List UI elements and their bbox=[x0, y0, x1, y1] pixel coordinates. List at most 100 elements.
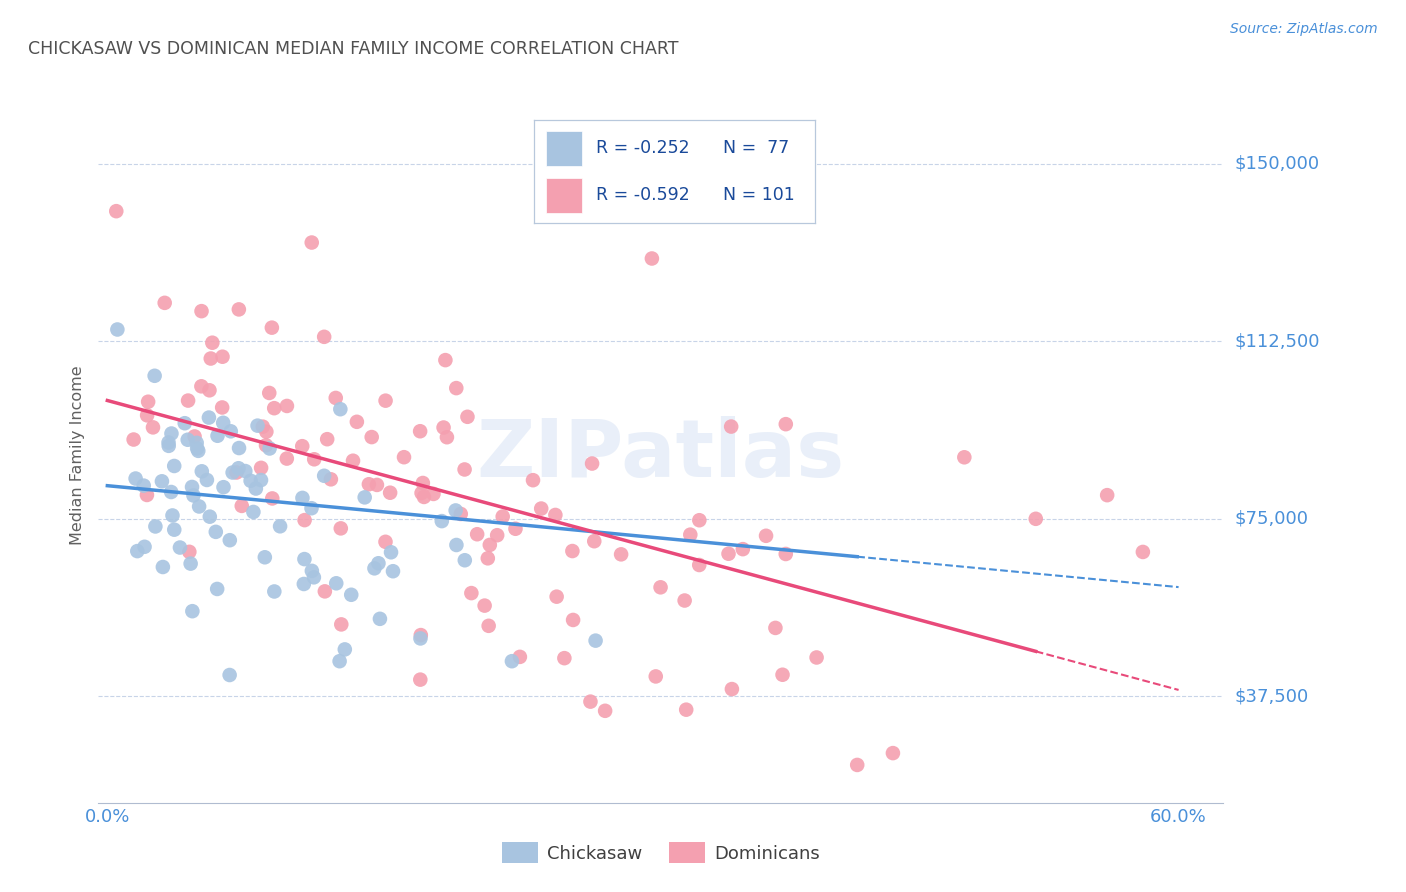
Point bbox=[846, 758, 869, 772]
Point bbox=[150, 475, 173, 489]
Point bbox=[132, 478, 155, 492]
Point bbox=[179, 545, 201, 559]
Point bbox=[181, 604, 204, 618]
Point bbox=[142, 420, 165, 434]
Point bbox=[765, 621, 787, 635]
Point bbox=[561, 544, 583, 558]
Point bbox=[301, 501, 323, 516]
Point bbox=[450, 507, 472, 521]
Point bbox=[228, 302, 250, 317]
Point bbox=[253, 550, 276, 565]
Point bbox=[688, 513, 710, 527]
Point bbox=[136, 394, 159, 409]
Y-axis label: Median Family Income: Median Family Income bbox=[70, 365, 86, 545]
Point bbox=[198, 509, 221, 524]
Point bbox=[250, 473, 273, 487]
Point bbox=[301, 235, 323, 250]
Point bbox=[211, 350, 233, 364]
Point bbox=[263, 584, 285, 599]
Point bbox=[252, 419, 274, 434]
Point bbox=[593, 704, 616, 718]
Point bbox=[204, 524, 226, 539]
Point bbox=[136, 488, 159, 502]
Point bbox=[162, 508, 184, 523]
Text: N =  77: N = 77 bbox=[723, 139, 789, 157]
Point bbox=[157, 435, 180, 450]
Point bbox=[160, 426, 183, 441]
Point bbox=[530, 501, 553, 516]
Point bbox=[127, 544, 149, 558]
Point bbox=[228, 441, 250, 455]
Point bbox=[436, 430, 458, 444]
Text: N = 101: N = 101 bbox=[723, 186, 794, 204]
Point bbox=[218, 668, 240, 682]
Point bbox=[641, 252, 664, 266]
Point bbox=[413, 490, 436, 504]
Point bbox=[453, 462, 475, 476]
Text: $75,000: $75,000 bbox=[1234, 510, 1309, 528]
Point bbox=[367, 556, 389, 570]
Point bbox=[953, 450, 976, 465]
Point bbox=[314, 330, 336, 344]
Point bbox=[368, 612, 391, 626]
Point bbox=[460, 586, 482, 600]
Point bbox=[342, 454, 364, 468]
Point bbox=[276, 451, 298, 466]
Point bbox=[579, 695, 602, 709]
Point bbox=[492, 509, 515, 524]
Point bbox=[169, 541, 191, 555]
Point bbox=[239, 474, 262, 488]
Point bbox=[329, 654, 352, 668]
Point bbox=[775, 417, 797, 432]
Point bbox=[152, 560, 174, 574]
Point bbox=[454, 553, 477, 567]
Point bbox=[160, 485, 183, 500]
Point bbox=[409, 673, 432, 687]
Text: R = -0.252: R = -0.252 bbox=[596, 139, 690, 157]
Point bbox=[333, 642, 356, 657]
Point bbox=[432, 420, 454, 434]
Text: $150,000: $150,000 bbox=[1234, 155, 1319, 173]
Point bbox=[319, 472, 342, 486]
Point bbox=[340, 588, 363, 602]
Point bbox=[353, 491, 375, 505]
Point bbox=[259, 386, 281, 401]
Point bbox=[225, 466, 247, 480]
Point bbox=[679, 527, 702, 541]
Legend: Chickasaw, Dominicans: Chickasaw, Dominicans bbox=[495, 835, 827, 871]
Text: Source: ZipAtlas.com: Source: ZipAtlas.com bbox=[1230, 22, 1378, 37]
Point bbox=[411, 486, 433, 500]
Point bbox=[755, 529, 778, 543]
Point bbox=[212, 416, 235, 430]
Point bbox=[301, 564, 323, 578]
Point bbox=[409, 424, 432, 438]
Point bbox=[446, 538, 468, 552]
Point bbox=[291, 439, 314, 453]
Point bbox=[325, 391, 347, 405]
Point bbox=[882, 746, 904, 760]
FancyBboxPatch shape bbox=[546, 178, 582, 212]
Text: $37,500: $37,500 bbox=[1234, 688, 1309, 706]
Text: $112,500: $112,500 bbox=[1234, 333, 1320, 351]
Point bbox=[233, 464, 256, 478]
Point bbox=[219, 425, 242, 439]
Point bbox=[134, 540, 156, 554]
Point bbox=[644, 669, 666, 683]
Point bbox=[1025, 512, 1047, 526]
Point bbox=[374, 393, 396, 408]
Point bbox=[314, 468, 336, 483]
Point bbox=[650, 580, 672, 594]
Point bbox=[456, 409, 478, 424]
Point bbox=[186, 442, 208, 456]
Point bbox=[380, 545, 402, 559]
Point bbox=[474, 599, 496, 613]
Point bbox=[302, 452, 325, 467]
Point bbox=[191, 464, 214, 478]
Point bbox=[366, 478, 388, 492]
Point bbox=[378, 485, 401, 500]
Point bbox=[228, 461, 250, 475]
Point bbox=[446, 381, 468, 395]
Point bbox=[292, 577, 315, 591]
Point bbox=[198, 410, 221, 425]
Point bbox=[276, 399, 298, 413]
